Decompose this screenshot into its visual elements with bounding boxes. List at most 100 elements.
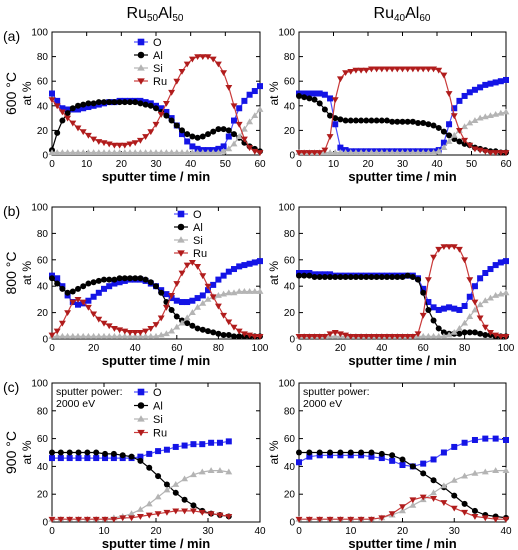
x-tick-label: 20 bbox=[116, 159, 128, 170]
data-point-O bbox=[430, 304, 437, 311]
data-point-Ru bbox=[95, 139, 103, 145]
y-tick-label: 60 bbox=[284, 77, 296, 88]
data-point-Ru bbox=[342, 332, 350, 339]
data-point-O bbox=[497, 78, 504, 85]
data-point-O bbox=[101, 285, 107, 292]
data-point-Ru bbox=[455, 128, 463, 134]
data-point-Ru bbox=[352, 333, 360, 340]
data-point-Si bbox=[74, 332, 82, 339]
data-point-Ru bbox=[399, 66, 406, 73]
x-tick-label: 60 bbox=[171, 343, 183, 354]
data-point-Al bbox=[80, 283, 87, 290]
data-point-Ru bbox=[256, 333, 264, 340]
data-point-Si bbox=[435, 332, 443, 339]
data-point-Al bbox=[184, 320, 191, 327]
data-point-Ru bbox=[92, 516, 100, 523]
data-point-Si bbox=[220, 147, 228, 154]
y-tick-label: 20 bbox=[284, 308, 296, 319]
data-point-Si bbox=[502, 108, 510, 115]
y-tick-label: 60 bbox=[37, 77, 49, 88]
data-point-Si bbox=[69, 149, 77, 155]
data-point-O bbox=[93, 455, 100, 462]
data-point-Ru bbox=[116, 327, 124, 334]
data-point-Si bbox=[105, 332, 113, 339]
data-point-Al bbox=[80, 101, 87, 108]
data-point-Al bbox=[231, 131, 237, 138]
data-point-Si bbox=[168, 149, 176, 155]
data-point-Al bbox=[190, 502, 197, 509]
data-point-Al bbox=[90, 279, 97, 286]
data-point-Ru bbox=[388, 511, 396, 518]
data-point-O bbox=[503, 436, 509, 443]
data-point-O bbox=[80, 105, 87, 112]
chart-panel: 0 20 40 60 80 100 0 20 40 60 80 100 sputter time / m… bbox=[267, 203, 515, 369]
panel-label: (c) bbox=[3, 379, 19, 395]
data-point-Ru bbox=[445, 91, 453, 97]
data-point-Ru bbox=[110, 326, 118, 332]
data-point-Al bbox=[119, 452, 126, 459]
y-axis-label: at % bbox=[20, 81, 34, 105]
data-point-Si bbox=[476, 301, 484, 308]
data-point-Si bbox=[461, 123, 469, 130]
y-axis-label: at % bbox=[267, 261, 281, 285]
data-point-Si bbox=[399, 149, 406, 155]
data-point-Al bbox=[311, 273, 318, 280]
data-point-O bbox=[90, 293, 97, 300]
data-point-Ru bbox=[162, 304, 170, 311]
data-point-Si bbox=[492, 291, 500, 298]
data-point-Ru bbox=[58, 109, 66, 116]
data-point-O bbox=[66, 455, 73, 462]
data-point-Al bbox=[352, 273, 359, 280]
x-tick-label: 40 bbox=[254, 526, 266, 537]
data-point-O bbox=[220, 272, 227, 279]
data-point-Si bbox=[188, 309, 196, 315]
data-point-O bbox=[311, 90, 318, 97]
data-point-Al bbox=[69, 288, 76, 295]
temperature-label: 900 °C bbox=[3, 431, 19, 474]
data-point-O bbox=[492, 79, 499, 86]
data-point-O bbox=[257, 83, 263, 90]
data-point-Si bbox=[430, 149, 437, 155]
data-point-O bbox=[199, 441, 206, 448]
data-point-Si bbox=[64, 332, 72, 339]
data-point-Al bbox=[85, 100, 92, 107]
data-point-O bbox=[337, 144, 344, 151]
data-point-Al bbox=[306, 272, 313, 279]
data-point-O bbox=[225, 268, 232, 275]
data-point-Si bbox=[84, 149, 92, 155]
data-point-O bbox=[236, 263, 243, 270]
data-point-Ru bbox=[168, 293, 176, 299]
x-tick-label: 0 bbox=[296, 526, 302, 537]
legend-label: Al bbox=[153, 50, 163, 62]
data-point-O bbox=[477, 275, 484, 282]
data-point-Al bbox=[378, 450, 385, 457]
y-axis-label: at % bbox=[20, 261, 34, 285]
x-tick-label: 0 bbox=[49, 343, 55, 354]
data-point-O bbox=[321, 91, 328, 98]
data-point-Al bbox=[189, 322, 196, 329]
y-tick-label: 80 bbox=[284, 52, 296, 63]
data-point-Ru bbox=[404, 333, 412, 340]
data-point-Ru bbox=[362, 67, 370, 74]
data-point-Al bbox=[358, 273, 365, 280]
data-point-O bbox=[477, 84, 484, 91]
data-point-Si bbox=[471, 117, 479, 123]
data-point-O bbox=[251, 259, 258, 266]
data-point-Al bbox=[368, 117, 375, 124]
data-point-Al bbox=[373, 273, 380, 280]
data-point-Ru bbox=[136, 330, 144, 336]
data-point-Al bbox=[69, 105, 76, 112]
data-point-Al bbox=[482, 332, 489, 339]
data-point-Ru bbox=[100, 140, 108, 147]
data-point-O bbox=[461, 92, 468, 99]
y-tick-label: 40 bbox=[284, 282, 296, 293]
data-point-Si bbox=[162, 330, 170, 337]
data-point-Al bbox=[116, 275, 123, 282]
data-point-O bbox=[456, 97, 463, 104]
data-point-Al bbox=[173, 122, 180, 129]
data-point-Al bbox=[327, 112, 334, 119]
data-point-Ru bbox=[173, 281, 181, 288]
data-point-Si bbox=[424, 332, 432, 339]
data-point-Si bbox=[388, 149, 396, 155]
data-point-Ru bbox=[178, 68, 186, 75]
